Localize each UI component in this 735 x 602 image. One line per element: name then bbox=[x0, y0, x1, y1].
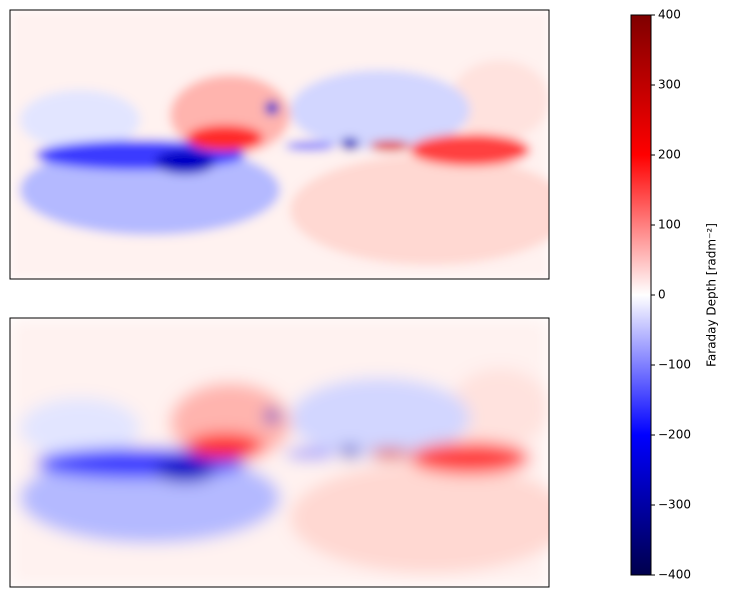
panel-frame bbox=[9, 9, 550, 280]
colorbar-tick-label: 100 bbox=[658, 218, 681, 232]
colorbar-label: Faraday Depth [radm⁻²] bbox=[705, 223, 719, 367]
colorbar-tick-label: 300 bbox=[658, 78, 681, 92]
colorbar-tick-label: 200 bbox=[658, 148, 681, 162]
colorbar-tick-label: −300 bbox=[658, 498, 691, 512]
colorbar-tick-label: −400 bbox=[658, 568, 691, 582]
panel-frame bbox=[9, 317, 550, 588]
colorbar-tick-label: 0 bbox=[658, 288, 666, 302]
colorbar-tick-label: −100 bbox=[658, 358, 691, 372]
map-panel bbox=[10, 10, 549, 279]
colorbar-tick-label: −200 bbox=[658, 428, 691, 442]
map-panel bbox=[10, 318, 549, 587]
colorbar-tick-label: 400 bbox=[658, 8, 681, 22]
colorbar bbox=[630, 14, 652, 576]
